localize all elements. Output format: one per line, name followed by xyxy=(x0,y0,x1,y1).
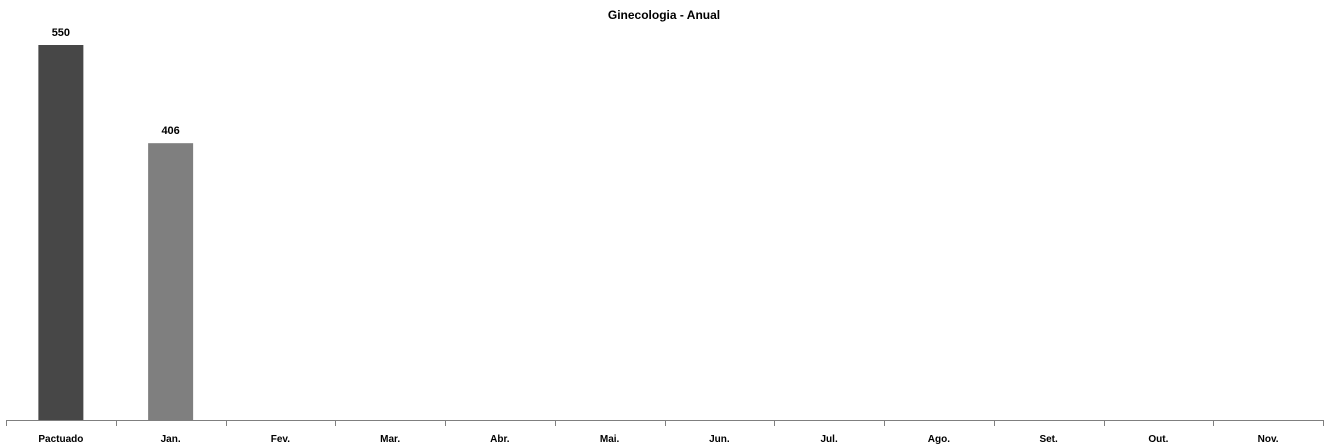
x-tick-label: Jan. xyxy=(161,434,181,445)
data-labels: 550 406 xyxy=(52,27,180,137)
data-label-1: 406 xyxy=(161,125,179,137)
x-tick-label: Nov. xyxy=(1258,434,1279,445)
x-tick-label: Ago. xyxy=(928,434,950,445)
chart-title: Ginecologia - Anual xyxy=(608,8,720,22)
x-tick-label: Jun. xyxy=(709,434,730,445)
x-tick-labels: Pactuado Jan. Fev. Mar. Abr. Mai. Jun. Jul. Ago.… xyxy=(38,434,1278,445)
x-tick-label: Set. xyxy=(1039,434,1058,445)
bar-1 xyxy=(148,143,194,420)
x-tick-label: Fev. xyxy=(271,434,290,445)
x-tick-label: Mar. xyxy=(380,434,400,445)
x-tick-label: Jul. xyxy=(821,434,838,445)
x-tick-label: Mai. xyxy=(600,434,620,445)
x-tick-label: Pactuado xyxy=(38,434,83,445)
bars xyxy=(38,45,194,420)
x-tick-label: Abr. xyxy=(490,434,510,445)
data-label-0: 550 xyxy=(52,27,70,39)
x-tick-label: Out. xyxy=(1148,434,1168,445)
x-axis xyxy=(6,420,1324,426)
bar-0 xyxy=(38,45,84,420)
